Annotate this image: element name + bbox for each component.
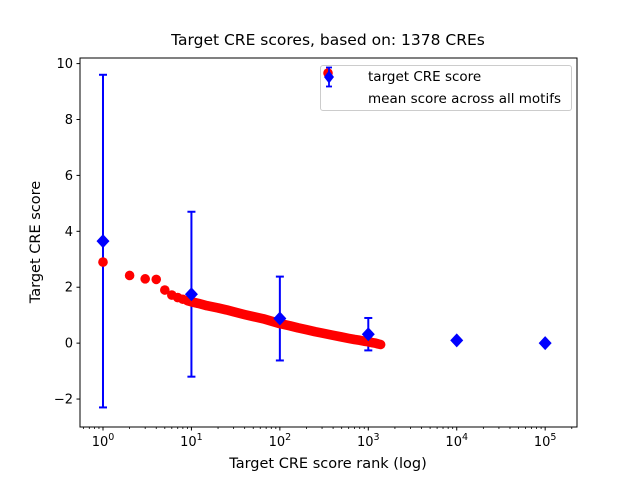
x-axis: 100 101 102 103 104 105 — [82, 427, 573, 450]
axes-frame — [79, 57, 578, 428]
x-tick-label: 104 — [445, 432, 468, 450]
legend-item-target-cre-score: target CRE score — [321, 66, 571, 88]
mean-diamond-series — [96, 234, 552, 351]
legend-item-mean-score: mean score across all motifs — [321, 66, 571, 110]
red-dense-band — [182, 295, 386, 350]
legend: target CRE score mean score across all m… — [320, 65, 572, 111]
y-tick-label: 8 — [65, 113, 73, 128]
x-tick-label: 100 — [92, 432, 115, 450]
y-tick-label: 4 — [65, 225, 73, 240]
chart-title: Target CRE scores, based on: 1378 CREs — [171, 31, 485, 49]
data-point-red — [140, 274, 150, 284]
x-axis-label: Target CRE score rank (log) — [229, 456, 427, 472]
red-scatter-series — [98, 257, 386, 350]
mean-errorbars — [98, 73, 550, 409]
mean-diamond — [361, 327, 375, 342]
legend-item-label: mean score across all motifs — [368, 91, 562, 107]
mean-diamond — [538, 336, 552, 351]
data-point-red — [160, 285, 170, 295]
data-point-red — [98, 257, 108, 267]
x-tick-label: 103 — [357, 432, 380, 450]
mean-diamond — [96, 234, 110, 249]
y-tick-label: −2 — [54, 393, 73, 408]
mean-diamond — [450, 333, 464, 348]
x-tick-label: 101 — [180, 432, 203, 450]
mean-diamond — [273, 311, 287, 326]
x-tick-label: 105 — [534, 432, 557, 450]
y-axis-label: Target CRE score — [28, 180, 44, 304]
y-tick-label: 6 — [65, 169, 73, 184]
y-axis: −2 0 2 4 6 8 10 — [54, 57, 80, 408]
legend-item-label: target CRE score — [368, 69, 482, 85]
y-tick-label: 10 — [56, 57, 73, 72]
y-tick-label: 0 — [65, 337, 73, 352]
data-point-red — [124, 270, 135, 281]
x-tick-label: 102 — [269, 432, 292, 450]
mean-diamond — [184, 287, 198, 302]
y-tick-label: 2 — [65, 281, 73, 296]
data-point-red — [151, 274, 162, 285]
